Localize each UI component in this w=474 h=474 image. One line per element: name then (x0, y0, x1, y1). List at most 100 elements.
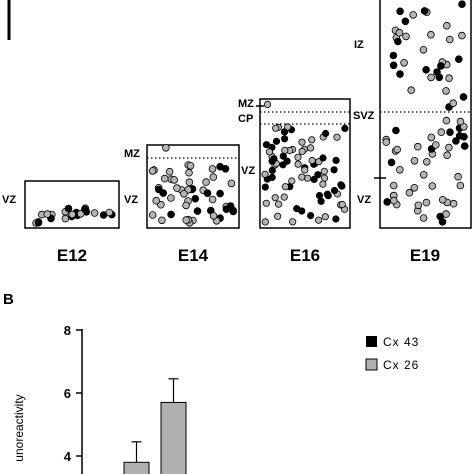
label-e19-vz: VZ (357, 194, 371, 206)
cell-dot (436, 212, 445, 221)
bars (123, 378, 187, 474)
cell-dot (173, 184, 181, 192)
cell-dot (148, 167, 157, 175)
cell-dot (454, 55, 463, 63)
cell-dot (268, 166, 276, 174)
cell-dot (167, 194, 175, 202)
bar-cx26 (123, 461, 150, 474)
cell-dot (314, 171, 322, 179)
cell-dot (395, 28, 404, 37)
cell-dot (148, 211, 157, 219)
cell-dot (431, 141, 440, 149)
cell-dot (333, 133, 341, 141)
cell-dot (321, 129, 330, 138)
cell-dots (32, 0, 469, 227)
cell-dot (185, 168, 193, 177)
cell-dot (332, 156, 340, 164)
cell-dot (456, 117, 465, 126)
cell-dot (454, 172, 462, 181)
cell-dot (449, 99, 458, 107)
cell-dot (389, 181, 398, 190)
cell-dot (105, 208, 114, 217)
panel-b-label: B (3, 291, 14, 308)
cell-dot (419, 171, 428, 179)
cell-dot (330, 166, 338, 174)
cell-dot (445, 74, 453, 82)
cell-dot (323, 190, 331, 198)
legend-swatch-cx43 (366, 336, 377, 347)
cell-dot (320, 167, 328, 175)
cell-dot (280, 128, 289, 136)
cell-dot (446, 128, 454, 137)
cell-dot (332, 215, 340, 223)
cell-dot (301, 166, 309, 174)
box-e19 (379, 0, 472, 229)
cell-dot (208, 165, 217, 173)
cell-dot (321, 213, 329, 221)
cell-dot (456, 181, 465, 190)
cell-dot (392, 126, 400, 135)
cell-dot (227, 179, 236, 188)
cell-dot (341, 124, 349, 132)
cell-dot (209, 212, 218, 220)
cell-dot (265, 148, 274, 156)
label-e12-vz-right: VZ (124, 194, 138, 206)
cell-dot (419, 45, 428, 54)
cell-dot (68, 210, 76, 219)
cell-dot (445, 35, 454, 44)
cell-dot (185, 178, 194, 187)
cell-dot (162, 144, 170, 152)
cell-dot (281, 183, 289, 191)
cell-dot (186, 162, 195, 170)
cell-dot (437, 62, 445, 70)
cell-dot (193, 207, 202, 215)
cell-dot (427, 30, 435, 39)
cell-dot (413, 142, 422, 151)
cell-dot (303, 174, 312, 182)
cell-dot (261, 218, 269, 226)
cell-dot (165, 167, 174, 176)
legend-label-cx26: Cx 26 (383, 358, 419, 372)
y-tick-label: 8 (64, 323, 71, 338)
cell-dot (389, 51, 398, 60)
cell-dot (34, 218, 43, 227)
cell-dot (394, 37, 402, 46)
cell-dot (158, 216, 166, 225)
cell-dot (458, 31, 466, 40)
label-e16-vz: VZ (241, 165, 255, 177)
cell-dot (445, 143, 453, 152)
cell-dot (261, 170, 269, 178)
cell-dot (216, 162, 224, 171)
cell-dot (449, 199, 458, 208)
cell-dot (401, 17, 410, 26)
cell-dot (396, 7, 404, 16)
panel-a: VZ VZ MZ VZ MZ CP IZ SVZ VZ E12 E14 E16 … (2, 0, 472, 265)
cell-dot (458, 0, 466, 8)
legend: Cx 43 Cx 26 (365, 335, 419, 372)
cell-dot (460, 142, 469, 150)
cell-dot (306, 212, 315, 220)
label-e19-iz: IZ (354, 39, 364, 51)
label-e19-svz: SVZ (353, 110, 375, 122)
cell-dot (216, 189, 224, 198)
cell-dot (320, 174, 329, 182)
cell-dot (293, 205, 301, 213)
cell-dot (390, 196, 398, 205)
cell-dot (61, 214, 70, 223)
cell-dot (443, 151, 451, 160)
cell-dot (337, 181, 345, 189)
cell-dot (90, 209, 99, 217)
cell-dot (410, 184, 419, 192)
cell-dot (274, 200, 283, 208)
cell-dot (437, 128, 446, 137)
cell-dot (317, 197, 325, 205)
cell-dot (284, 123, 292, 131)
cell-dot (314, 216, 323, 224)
stage-label-e19: E19 (410, 246, 440, 265)
cell-dot (306, 144, 315, 152)
cell-dot (400, 58, 408, 67)
y-axis-label: unoreactivity (12, 394, 26, 461)
cell-dot (298, 173, 306, 181)
cell-dot (203, 189, 212, 198)
